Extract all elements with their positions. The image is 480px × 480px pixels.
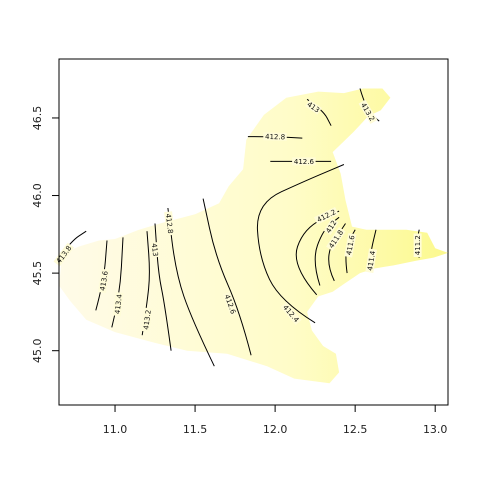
- contour-line-7: [256, 164, 345, 324]
- contour-label-bg: [305, 99, 322, 115]
- contour-label-bg: [164, 211, 175, 236]
- contour-label-bg: [413, 233, 422, 257]
- contour-label: 413.2: [142, 309, 152, 330]
- y-tick-label: 45.0: [31, 338, 44, 363]
- contour-label-bg: [112, 291, 124, 317]
- contour-label-group-1: 413.6: [97, 268, 110, 294]
- y-tick-label: 45.5: [31, 261, 44, 286]
- contour-label-bg: [97, 268, 110, 294]
- contour-label-group-14: 412.8: [263, 132, 287, 141]
- region-fill: [59, 88, 448, 384]
- contour-label-group-2: 413.4: [112, 291, 124, 317]
- x-tick-label: 11.5: [183, 423, 208, 436]
- contour-label-bg: [358, 99, 378, 124]
- x-axis: 11.0 11.5 12.0 12.5 13.0: [103, 404, 448, 436]
- contour-label-bg: [280, 301, 302, 325]
- contour-line-8: [295, 210, 340, 296]
- contour-label-bg: [323, 218, 339, 235]
- y-tick-label: 46.0: [31, 183, 44, 208]
- y-tick-label: 46.5: [31, 106, 44, 131]
- contour-label-bg: [222, 291, 239, 317]
- contour-label-bg: [313, 206, 339, 225]
- contour-label-group-11: 411.6: [344, 232, 357, 258]
- contour-label-bg: [326, 227, 346, 252]
- contour-label-group-5: 412.8: [164, 211, 175, 236]
- x-tick-label: 13.0: [423, 423, 448, 436]
- contour-label-bg: [150, 241, 160, 258]
- contour-label: 411.6: [345, 234, 357, 256]
- contour-label: 411.2: [414, 235, 422, 255]
- x-tick-label: 11.0: [103, 423, 128, 436]
- contour-label-bg: [263, 132, 287, 141]
- contour-label: 413.4: [113, 293, 123, 314]
- region-layer: [59, 88, 448, 384]
- contour-label-bg: [141, 307, 153, 332]
- contour-label: 412.8: [164, 213, 174, 234]
- contour-label-group-4: 413: [150, 241, 160, 258]
- contour-label: 411.4: [366, 250, 377, 272]
- y-axis: 45.0 45.5 46.0 46.5: [31, 106, 60, 363]
- contour-label-bg: [365, 248, 377, 273]
- x-tick-label: 12.5: [343, 423, 368, 436]
- contour-line-6: [202, 198, 252, 356]
- x-tick-label: 12.0: [263, 423, 288, 436]
- contour-label-group-12: 411.4: [365, 248, 377, 273]
- contour-label: 412.8: [265, 133, 285, 142]
- contour-label-group-3: 413.2: [141, 307, 153, 332]
- contour-line-5: [167, 207, 215, 367]
- contour-label: 413: [150, 243, 160, 257]
- contour-label-bg: [292, 157, 316, 166]
- contour-label-group-15: 412.6: [292, 157, 316, 166]
- contour-label-group-13: 411.2: [413, 233, 422, 257]
- contour-label: 413.6: [99, 270, 110, 292]
- contour-label: 412.6: [294, 158, 315, 166]
- contour-label-bg: [344, 232, 357, 258]
- contour-line-4: [154, 223, 172, 351]
